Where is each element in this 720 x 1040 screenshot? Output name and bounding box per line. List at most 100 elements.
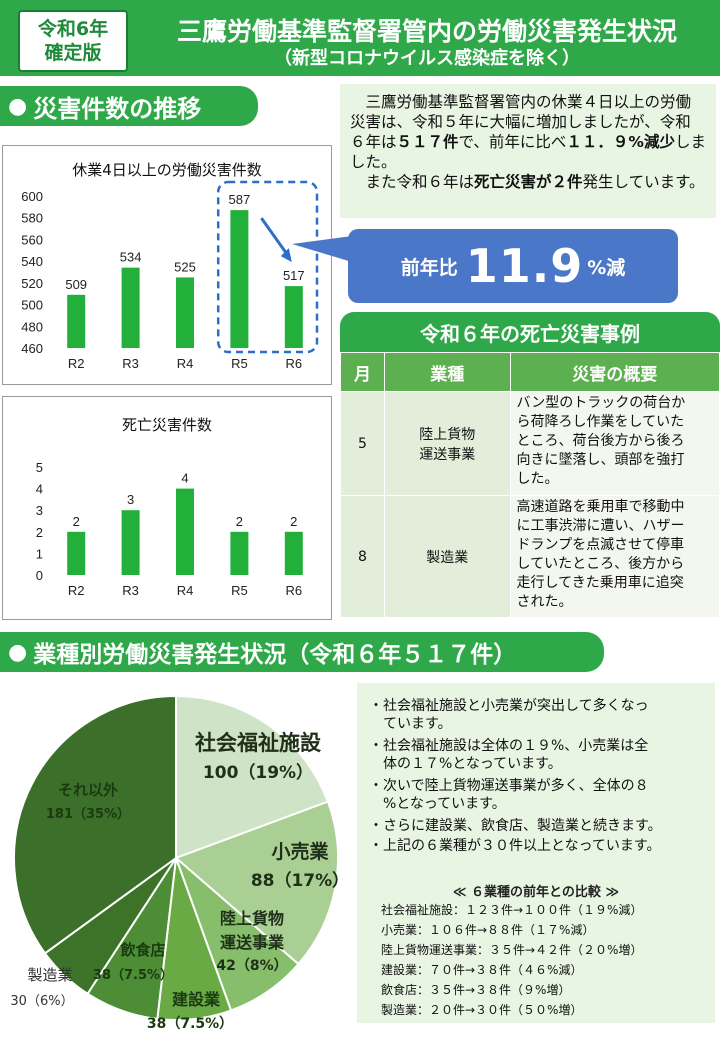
section-title: 災害件数の推移 (33, 94, 202, 123)
summary-text: で、前年に比べ (458, 133, 567, 151)
slice-value-label: 181（35%） (46, 806, 130, 822)
bullet-line: ています。 (369, 716, 452, 732)
summary-line: していたところ、後方から (516, 556, 685, 572)
x-tick-label: R2 (68, 356, 85, 371)
badge-line2: 確定版 (44, 42, 102, 64)
bullet-dot-icon: ● (8, 639, 28, 665)
bar (176, 277, 194, 348)
summary-paragraph-1: 三鷹労働基準監督署管内の休業４日以上の労働災害は、令和５年に大幅に増加しましたが… (350, 92, 706, 172)
x-tick-label: R2 (68, 583, 85, 598)
slice-value-label: 88（17%） (251, 870, 349, 891)
month-cell: 8 (340, 495, 385, 618)
decrease-arrow-icon (260, 217, 292, 259)
slice-value-label: 38（7.5%） (93, 967, 173, 983)
y-tick-label: 5 (36, 460, 43, 475)
y-tick-label: 520 (21, 276, 43, 291)
column-header: 業種 (383, 352, 511, 392)
industry-notes-box: ・社会福祉施設と小売業が突出して多くなっ ています。 ・社会福祉施設は全体の１９… (357, 683, 715, 1023)
slice-label: 建設業 (172, 990, 221, 1009)
industry-cell: 製造業 (383, 495, 511, 618)
bullet-dot-icon: ● (8, 93, 28, 119)
summary-emphasis: 死亡災害が２件 (474, 173, 583, 191)
y-tick-label: 580 (21, 211, 43, 226)
pie-slice (175, 694, 330, 860)
summary-line: された。 (516, 594, 573, 610)
summary-line: ドランプを点滅させて停車 (516, 537, 685, 553)
summary-line: バン型のトラックの荷台か (516, 395, 686, 411)
yoy-callout: 前年比 11.9 %減 (348, 229, 678, 303)
section-header-trend: ● 災害件数の推移 (0, 86, 258, 126)
industry-cell: 陸上貨物 運送事業 (383, 391, 511, 496)
pie-slice (174, 800, 339, 966)
comparison-row: 社会福祉施設：１２３件→１００件（１９%減） (381, 903, 643, 917)
table-row: 8 製造業 高速道路を乗用車で移動中 に工事渋滞に遭い、ハザー ドランプを点滅さ… (340, 495, 720, 618)
badge-line1: 令和6年 (37, 18, 109, 40)
arrow-head-icon (280, 248, 292, 263)
slice-value-label: 38（7.5%） (147, 1016, 233, 1032)
bar (121, 510, 140, 575)
y-tick-label: 460 (21, 341, 43, 356)
column-header: 月 (340, 352, 385, 392)
summary-line: 高速道路を乗用車で移動中 (516, 499, 685, 515)
bullet-line: 体の１７%となっています。 (369, 756, 562, 772)
bullet-item: ・次いで陸上貨物運送事業が多く、全体の８ %となっています。 (369, 777, 713, 813)
industry-line: 運送事業 (419, 446, 476, 463)
data-label: 3 (127, 492, 134, 507)
chart-total-injuries: 休業4日以上の労働災害件数 460 480 500 520 540 560 580 600 50… (2, 145, 332, 385)
data-label: 517 (283, 268, 305, 283)
y-tick-label: 480 (21, 319, 43, 334)
bar (176, 488, 194, 575)
comparison-row: 製造業：２０件→３０件（５０%増） (381, 1003, 583, 1017)
summary-emphasis: １１．９%減少 (566, 133, 675, 151)
edition-badge: 令和6年 確定版 (18, 10, 128, 72)
data-label: 2 (236, 514, 243, 529)
x-tick-label: R4 (177, 356, 194, 371)
slice-value-label: 30（6%） (10, 994, 73, 1009)
bullet-line: ・社会福祉施設は全体の１９%、小売業は全 (369, 738, 649, 754)
y-tick-label: 1 (36, 546, 43, 561)
x-tick-label: R6 (285, 583, 302, 598)
y-tick-label: 2 (36, 525, 43, 540)
pie-slice (13, 694, 177, 955)
summary-line: ところ、荷台後方から後ろ (516, 433, 685, 449)
bullet-item: ・社会福祉施設と小売業が突出して多くなっ ています。 (369, 697, 713, 733)
bullet-item: ・さらに建設業、飲食店、製造業と続きます。 (369, 817, 713, 835)
comparison-title: ≪ ６業種の前年との比較 ≫ (452, 885, 620, 900)
comparison-row: 飲食店：３５件→３８件（９%増） (381, 983, 571, 997)
x-tick-label: R3 (122, 356, 139, 371)
data-label: 2 (290, 514, 297, 529)
slice-value-label: 42（8%） (216, 958, 287, 974)
fatal-cases-title: 令和６年の死亡災害事例 (340, 312, 720, 352)
data-label: 4 (181, 471, 188, 486)
highlight-frame (216, 180, 319, 354)
bullet-line: %となっています。 (369, 796, 506, 812)
bar-chart-fatalities: 0 1 2 3 4 5 2 R2 3 R3 4 R4 2 R5 2 R6 (36, 460, 303, 598)
bullet-line: ・次いで陸上貨物運送事業が多く、全体の８ (369, 778, 649, 794)
industry-line: 陸上貨物 (419, 426, 476, 443)
x-tick-label: R4 (177, 583, 194, 598)
y-tick-label: 540 (21, 254, 43, 269)
y-tick-label: 560 (21, 232, 43, 247)
summary-cell: 高速道路を乗用車で移動中 に工事渋滞に遭い、ハザー ドランプを点滅させて停車 し… (509, 495, 720, 618)
slice-label: それ以外 (58, 781, 118, 799)
table-row: 5 陸上貨物 運送事業 バン型のトラックの荷台か ら荷降ろし作業をしていた とこ… (340, 391, 720, 496)
y-tick-label: 0 (36, 568, 43, 583)
comparison-row: 建設業：７０件→３８件（４６%減） (381, 963, 583, 977)
x-tick-label: R5 (231, 356, 248, 371)
callout-value: 11.9 (465, 239, 584, 293)
data-label: 2 (73, 514, 80, 529)
fatal-cases-table: 月 業種 災害の概要 5 陸上貨物 運送事業 バン型のトラックの荷台か ら荷降ろ… (340, 352, 720, 618)
summary-text: 発生しています。 (582, 173, 705, 191)
bullet-item: ・上記の６業種が３０件以上となっています。 (369, 837, 713, 855)
y-tick-label: 4 (36, 482, 43, 497)
summary-text: しました。 (350, 133, 706, 171)
pie-chart-industry: 社会福祉施設 100（19%） 小売業 88（17%） 陸上貨物運送事業 42（8%） 建設… (10, 694, 349, 1032)
data-label: 509 (65, 277, 87, 292)
slice-label: 製造業 (27, 966, 72, 984)
x-tick-label: R6 (285, 356, 302, 371)
bar (67, 294, 86, 348)
summary-cell: バン型のトラックの荷台か ら荷降ろし作業をしていた ところ、荷台後方から後ろ 向… (509, 391, 720, 496)
column-header: 災害の概要 (509, 352, 720, 392)
summary-emphasis: ５１７件 (396, 133, 459, 151)
table-header-row: 月 業種 災害の概要 (340, 352, 720, 392)
